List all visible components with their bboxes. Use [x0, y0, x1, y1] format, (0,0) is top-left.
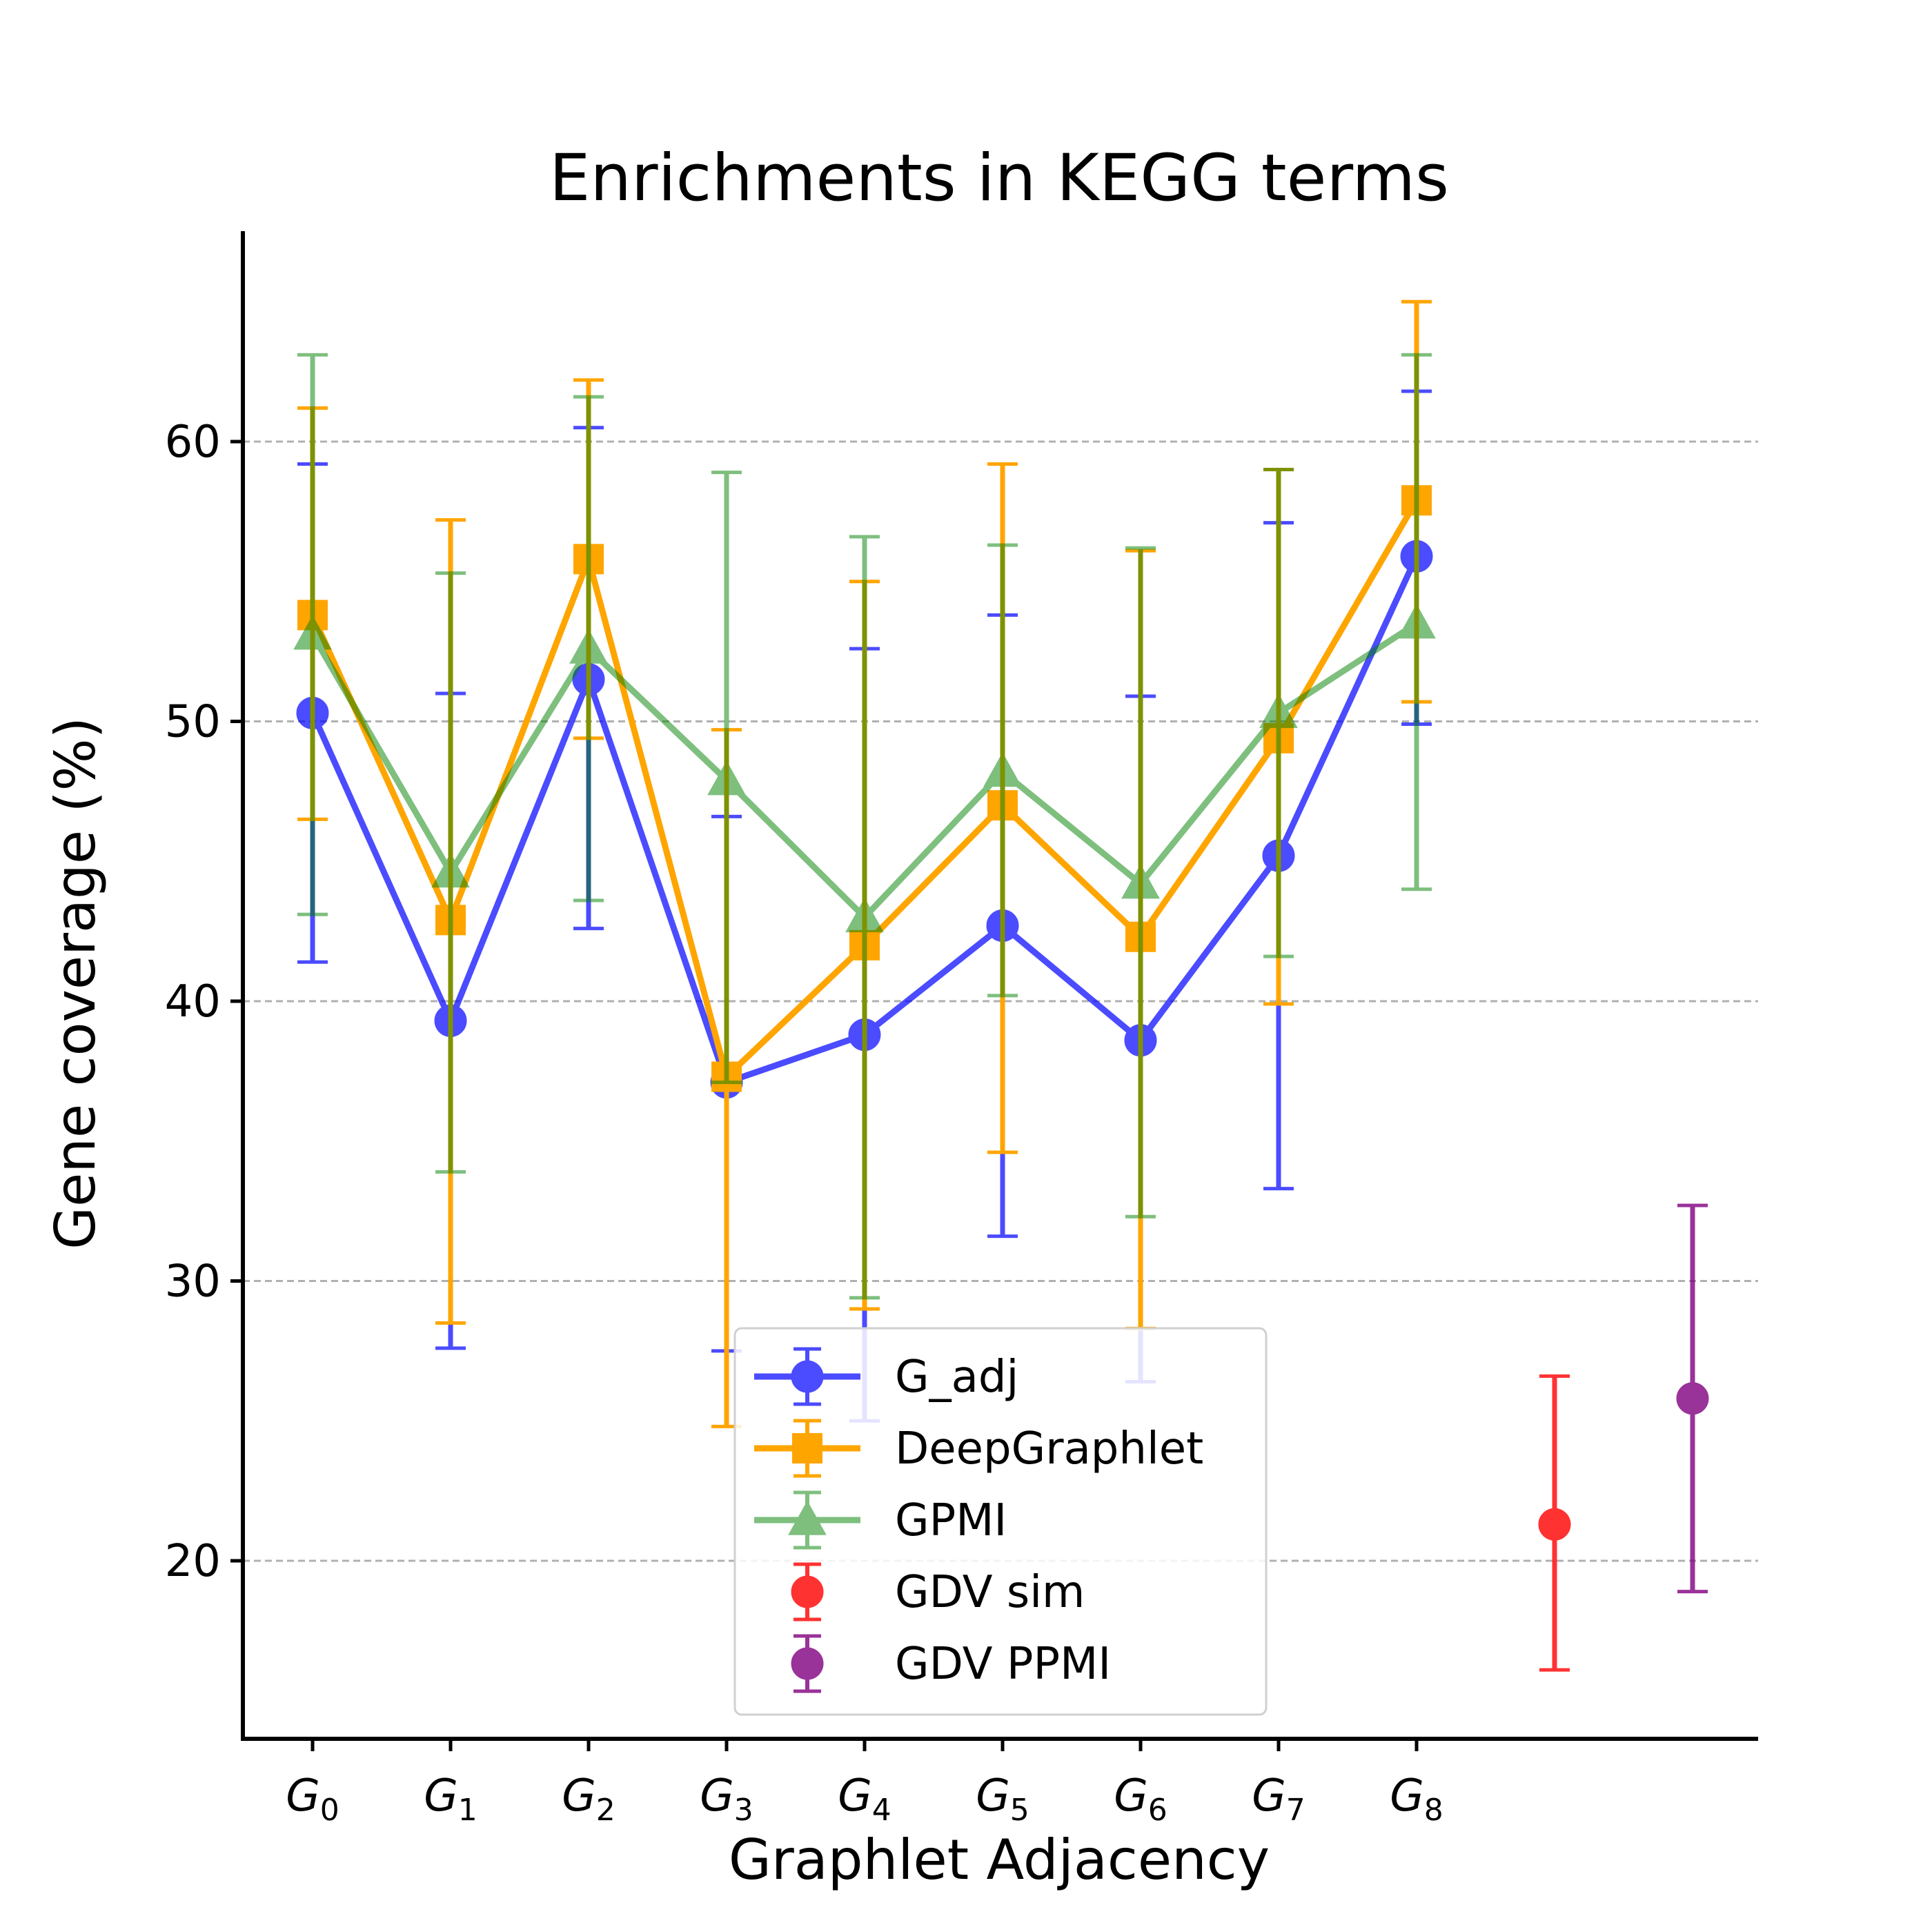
legend-entry-gpmi	[754, 1490, 860, 1550]
x-tick-label-8: G8	[1390, 1771, 1443, 1828]
legend-marker-gdv-sim	[791, 1575, 824, 1608]
x-tick-label-0: G0	[286, 1771, 339, 1828]
y-axis-label: Gene coverage (%)	[43, 717, 108, 1250]
axes: 20 30 40 50 60 G0 G1 G2 G3 G4 G5 G6 G7 G8	[165, 231, 1758, 1828]
legend-label-gdv-sim: GDV sim	[895, 1567, 1085, 1618]
chart-title: Enrichments in KEGG terms	[549, 141, 1449, 216]
legend-label-g-adj: G_adj	[895, 1352, 1018, 1403]
data-point-gpmi-4	[845, 897, 884, 933]
x-axis-label: Graphlet Adjacency	[729, 1828, 1270, 1892]
data-point-gpmi-5	[983, 752, 1022, 787]
x-tick-label-4: G4	[838, 1771, 891, 1828]
data-point-gpmi-2	[569, 629, 608, 664]
y-tick-label-40: 40	[165, 976, 221, 1027]
series-gpmi	[293, 353, 1436, 1300]
data-point-gpmi-6	[1121, 864, 1160, 899]
data-point-gdv-sim-0	[1538, 1508, 1571, 1541]
legend-marker-deepgraphlet	[792, 1433, 822, 1463]
x-tick-label-6: G6	[1114, 1771, 1167, 1828]
legend-label-deepgraphlet: DeepGraphlet	[895, 1423, 1203, 1475]
legend-marker-g-adj	[791, 1360, 824, 1393]
x-tick-label-1: G1	[424, 1771, 477, 1828]
series-layer	[293, 299, 1709, 1672]
y-tick-label-50: 50	[165, 697, 221, 748]
data-point-gdv-ppmi-0	[1676, 1382, 1709, 1415]
data-point-gpmi-7	[1259, 693, 1298, 729]
data-point-gpmi-8	[1397, 604, 1436, 639]
legend-box	[733, 1327, 1268, 1716]
legend-marker-gpmi	[788, 1500, 827, 1535]
legend-marker-gdv-ppmi	[791, 1647, 824, 1680]
series-gdv-sim	[1538, 1374, 1571, 1672]
x-tick-label-2: G2	[562, 1771, 615, 1828]
data-point-gpmi-1	[431, 853, 470, 888]
legend-label-gpmi: GPMI	[895, 1495, 1007, 1546]
x-tick-label-3: G3	[700, 1771, 753, 1828]
data-point-gpmi-0	[293, 615, 332, 650]
legend-entry-gdv-ppmi	[791, 1634, 824, 1693]
x-tick-label-5: G5	[976, 1771, 1029, 1828]
legend-entry-gdv-sim	[791, 1562, 824, 1621]
legend-entry-g-adj	[754, 1347, 860, 1406]
y-tick-label-30: 30	[165, 1256, 221, 1308]
y-tick-label-60: 60	[165, 417, 221, 468]
series-gdv-ppmi	[1676, 1203, 1709, 1594]
y-tick-label-20: 20	[165, 1536, 221, 1587]
x-tick-label-7: G7	[1252, 1771, 1305, 1828]
legend: G_adj DeepGraphlet GPMI GDV sim GDV PPMI	[733, 1327, 1268, 1716]
legend-label-gdv-ppmi: GDV PPMI	[895, 1639, 1111, 1690]
data-point-gpmi-3	[707, 760, 746, 796]
legend-entry-deepgraphlet	[754, 1419, 860, 1478]
